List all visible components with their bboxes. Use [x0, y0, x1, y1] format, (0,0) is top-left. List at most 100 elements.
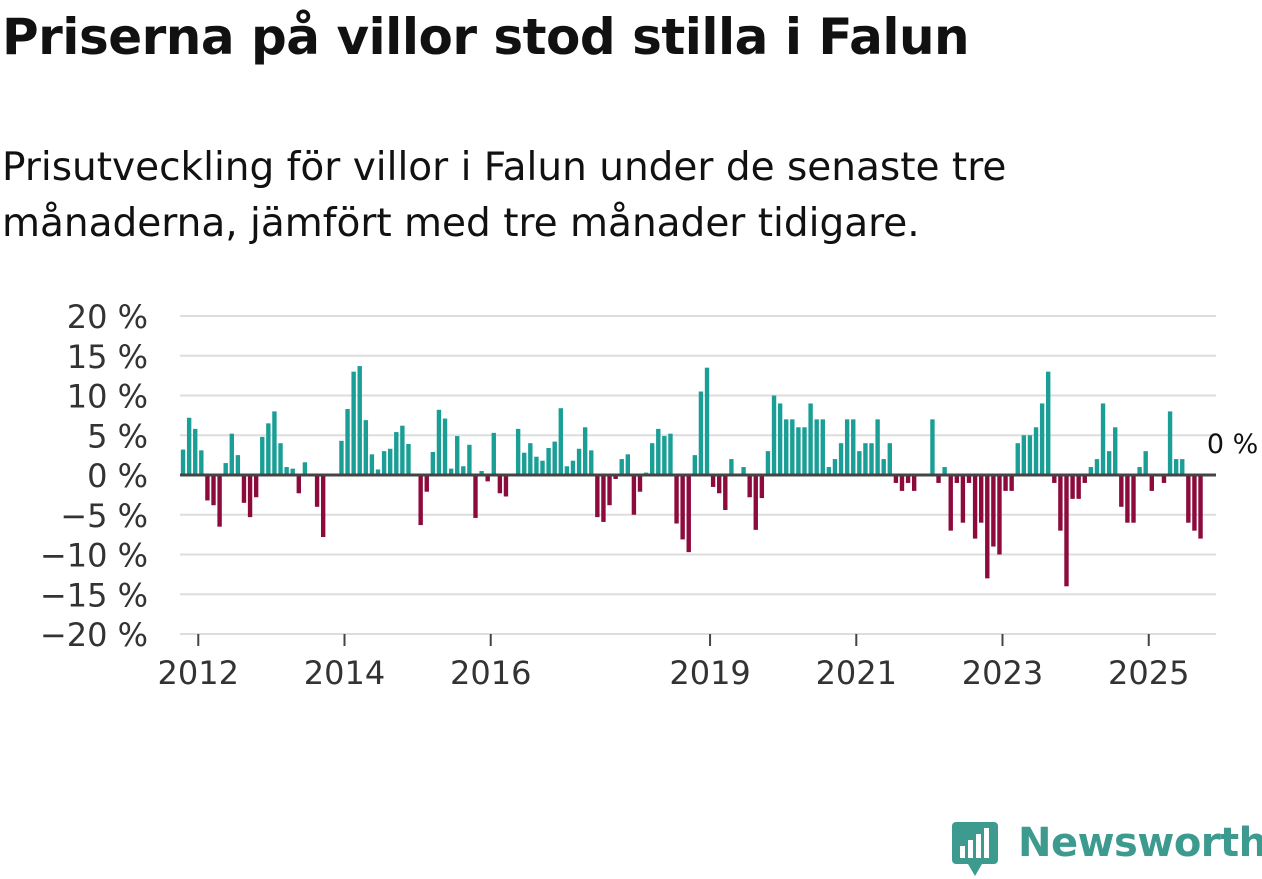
bar [869, 443, 874, 475]
bar [674, 475, 679, 524]
bar [1064, 475, 1069, 587]
bar [595, 475, 600, 518]
bar [790, 419, 795, 475]
bar [217, 475, 222, 527]
bar [1009, 475, 1014, 491]
bar [1021, 435, 1027, 475]
bar [844, 419, 850, 475]
bar [266, 423, 271, 475]
bar [753, 475, 758, 530]
bar [1113, 427, 1118, 475]
bar [680, 475, 685, 540]
bar [430, 451, 436, 475]
bar [1119, 475, 1124, 507]
bar [1046, 371, 1051, 475]
bar [1076, 475, 1081, 499]
bar [375, 469, 381, 475]
bar [1052, 475, 1057, 483]
bar [1094, 459, 1100, 475]
x-tick-label: 2025 [1108, 654, 1189, 692]
bar [631, 475, 637, 515]
bar [461, 466, 466, 475]
y-tick-label: 5 % [87, 417, 148, 455]
bar [911, 475, 917, 491]
bar [838, 443, 844, 475]
bar [199, 450, 204, 475]
bar [832, 459, 838, 475]
bar [534, 456, 539, 475]
bar [522, 452, 527, 475]
y-tick-label: 10 % [67, 378, 148, 416]
bar [668, 433, 673, 475]
bar [808, 403, 813, 475]
y-tick-label: 20 % [67, 298, 148, 336]
bar [406, 443, 411, 475]
bar [881, 459, 886, 475]
y-tick-label: 15 % [67, 338, 148, 376]
bar [777, 403, 783, 475]
y-axis-labels: 20 %15 %10 %5 %0 %−5 %−10 %−15 %−20 % [40, 298, 148, 654]
bar [394, 432, 399, 475]
bar [1088, 467, 1094, 475]
bar [698, 391, 704, 475]
bar [1143, 451, 1148, 475]
bar [625, 454, 631, 475]
x-tick-label: 2016 [450, 654, 531, 692]
bar [320, 475, 326, 538]
annotations: 0 % [1207, 429, 1258, 460]
bar [552, 441, 557, 475]
bar [1100, 403, 1106, 475]
bar [448, 468, 454, 475]
bar [966, 475, 972, 483]
bar [442, 418, 448, 475]
bar [1015, 443, 1020, 475]
bar [784, 419, 789, 475]
bar [235, 455, 241, 475]
bar [1070, 475, 1075, 499]
bar [528, 443, 533, 475]
bar [388, 448, 393, 475]
bar [272, 411, 277, 475]
bar [1027, 435, 1033, 475]
bar [662, 436, 667, 475]
bar [851, 419, 856, 475]
bar [284, 467, 289, 475]
bar [863, 443, 868, 475]
x-axis: 2012 2014 2016 2019 2021 2023 2025 [158, 633, 1216, 692]
bar [503, 475, 509, 497]
bar [607, 475, 612, 506]
bar [247, 475, 253, 518]
x-tick-label: 2012 [158, 654, 239, 692]
bar [710, 475, 716, 487]
bar [339, 440, 344, 475]
bar [619, 459, 624, 475]
bar [802, 427, 807, 475]
x-tick-label: 2019 [669, 654, 750, 692]
bar [345, 409, 350, 475]
bar [436, 409, 442, 475]
bar [930, 419, 935, 475]
bar [351, 371, 356, 475]
bar [193, 428, 198, 475]
bar [211, 475, 216, 506]
bar [954, 475, 960, 483]
bar [418, 475, 423, 526]
bar [1149, 475, 1154, 491]
bar [893, 475, 899, 483]
bar [1137, 467, 1142, 475]
bar [723, 475, 728, 510]
bar [491, 432, 496, 475]
bar [546, 447, 551, 475]
bar [997, 475, 1002, 555]
bar [515, 428, 521, 475]
bar [686, 475, 691, 553]
bar [314, 475, 320, 507]
bar [875, 419, 880, 475]
bar [796, 427, 801, 475]
bar [558, 408, 563, 475]
bar [540, 460, 545, 475]
bar [656, 428, 661, 475]
bar [814, 419, 819, 475]
bar [1033, 427, 1039, 475]
bar [1180, 459, 1185, 475]
